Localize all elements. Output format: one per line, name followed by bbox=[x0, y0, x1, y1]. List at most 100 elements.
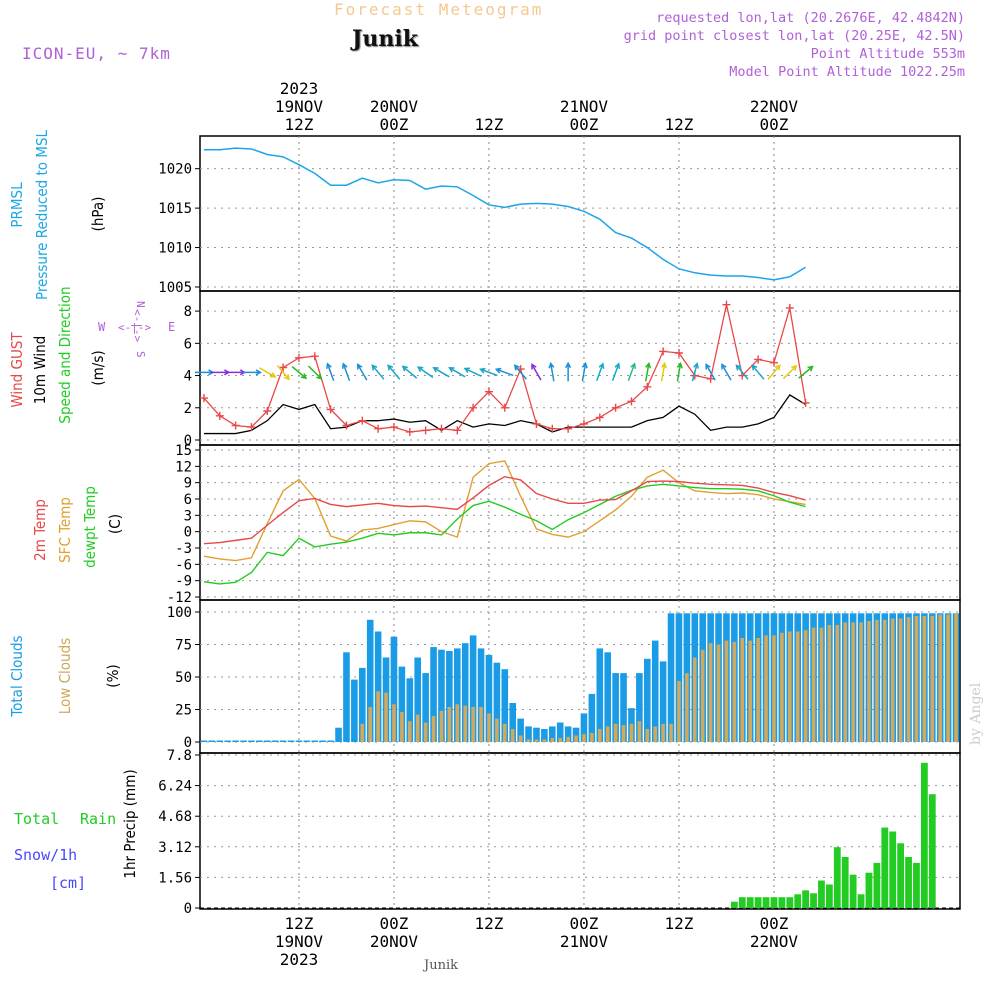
precip-bar bbox=[849, 874, 857, 908]
wind-direction-arrow bbox=[691, 362, 700, 382]
wind-arrow-head bbox=[598, 362, 605, 369]
precip-bar bbox=[913, 862, 920, 908]
wind-arrow-head bbox=[255, 369, 263, 376]
total-cloud-bar bbox=[200, 740, 208, 742]
wind-direction-arrow bbox=[798, 365, 814, 379]
low-cloud-bar bbox=[534, 739, 539, 742]
low-cloud-bar bbox=[708, 643, 713, 742]
low-cloud-bar bbox=[392, 704, 396, 742]
wind-arrow-shaft bbox=[342, 363, 351, 382]
low-cloud-bar bbox=[653, 726, 658, 742]
total-cloud-bar bbox=[335, 727, 342, 742]
low-cloud-bar bbox=[867, 621, 871, 742]
wind-gust-marker bbox=[722, 300, 731, 309]
total-cloud-bar bbox=[461, 643, 469, 742]
wind-arrow-shaft bbox=[259, 367, 276, 378]
low-cloud-bar bbox=[890, 618, 895, 742]
wind-arrow-shaft bbox=[644, 363, 650, 382]
bottom-time-label: 12Z bbox=[285, 914, 314, 933]
y-tick-label: 4 bbox=[184, 369, 192, 385]
pressure-line bbox=[203, 147, 807, 281]
top-time-label: 00Z bbox=[380, 115, 409, 134]
wind-arrow-shaft bbox=[611, 363, 620, 382]
wind-arrow-head bbox=[548, 361, 555, 369]
total-cloud-bar bbox=[208, 740, 216, 742]
y-tick-label: 6 bbox=[184, 336, 192, 352]
low-cloud-bar bbox=[906, 617, 911, 742]
wind-direction-arrow bbox=[479, 367, 498, 377]
wind-direction-arrow bbox=[644, 361, 652, 382]
total-cloud-bar bbox=[453, 648, 461, 742]
low-cloud-bar bbox=[558, 738, 563, 742]
temp-sfc-line bbox=[203, 460, 806, 562]
total-cloud-bar bbox=[343, 652, 350, 742]
wind-direction-arrow bbox=[387, 364, 401, 380]
total-cloud-bar bbox=[303, 740, 311, 742]
low-cloud-bar bbox=[661, 723, 665, 742]
total-cloud-bar bbox=[612, 673, 619, 742]
compass-ew-arrows: <-|-> bbox=[118, 321, 151, 334]
low-cloud-bar bbox=[954, 613, 958, 742]
wind-gust-marker bbox=[579, 419, 588, 428]
low-cloud-bar bbox=[495, 718, 499, 742]
wind-arrow-shaft bbox=[691, 363, 698, 382]
total-cloud-bar bbox=[216, 740, 224, 742]
wind-direction-arrow bbox=[416, 366, 434, 379]
top-date-label: 21NOV bbox=[560, 97, 609, 116]
wind-gust-marker bbox=[785, 303, 794, 312]
y-tick-label: 25 bbox=[175, 703, 192, 719]
wind-arrow-head bbox=[316, 373, 323, 380]
wind-direction-arrow bbox=[210, 369, 231, 376]
low-cloud-bar bbox=[827, 625, 832, 742]
wind-direction-arrow bbox=[735, 364, 749, 380]
low-cloud-bar bbox=[803, 630, 808, 742]
clouds-ylabel-total: Total Clouds bbox=[8, 635, 26, 717]
wind-direction-arrow bbox=[371, 364, 385, 380]
total-cloud-bar bbox=[327, 740, 334, 742]
wind-arrow-shaft bbox=[387, 364, 401, 380]
low-cloud-bar bbox=[875, 619, 879, 742]
low-cloud-bar bbox=[637, 721, 642, 742]
low-cloud-bar bbox=[518, 735, 523, 742]
wind-gust-marker bbox=[405, 427, 414, 436]
top-time-label: 00Z bbox=[760, 115, 789, 134]
wind-gust-marker bbox=[674, 349, 683, 357]
top-time-label: 12Z bbox=[475, 115, 504, 134]
precip-bar bbox=[794, 894, 802, 908]
total-cloud-bar bbox=[351, 679, 358, 742]
wind-direction-arrow bbox=[259, 367, 277, 378]
wind-direction-arrow bbox=[401, 365, 418, 379]
wind-arrow-head bbox=[531, 363, 537, 370]
low-cloud-bar bbox=[376, 691, 380, 742]
y-tick-label: -3 bbox=[175, 541, 192, 557]
wind-gust-marker bbox=[231, 421, 240, 430]
total-cloud-bar bbox=[651, 640, 659, 742]
wind-arrow-shaft bbox=[402, 365, 418, 379]
y-tick-label: 6.24 bbox=[158, 779, 192, 795]
wind-arrow-shaft bbox=[449, 367, 466, 378]
wind-arrow-head bbox=[341, 362, 348, 369]
wind-arrow-head bbox=[614, 362, 621, 369]
wind-direction-arrow bbox=[194, 369, 215, 376]
wind-direction-arrow bbox=[581, 361, 588, 382]
wind-arrow-head bbox=[357, 363, 363, 370]
wind-gust-marker bbox=[548, 424, 557, 433]
y-tick-label: 3 bbox=[184, 508, 192, 524]
precip-bar bbox=[746, 897, 754, 908]
wind-arrow-shaft bbox=[751, 364, 765, 380]
compass-north: N bbox=[134, 301, 147, 308]
point-altitude: Point Altitude 553m bbox=[810, 46, 965, 62]
precip-bar bbox=[778, 897, 786, 908]
wind-gust-marker bbox=[659, 347, 668, 356]
precip-bar bbox=[857, 894, 865, 908]
low-cloud-bar bbox=[384, 692, 388, 742]
wind-direction-arrow bbox=[565, 361, 572, 382]
low-cloud-bar bbox=[700, 649, 705, 742]
wind-arrow-shaft bbox=[464, 367, 482, 377]
model-point-altitude: Model Point Altitude 1022.25m bbox=[729, 64, 965, 80]
wind-arrow-head bbox=[432, 367, 439, 373]
